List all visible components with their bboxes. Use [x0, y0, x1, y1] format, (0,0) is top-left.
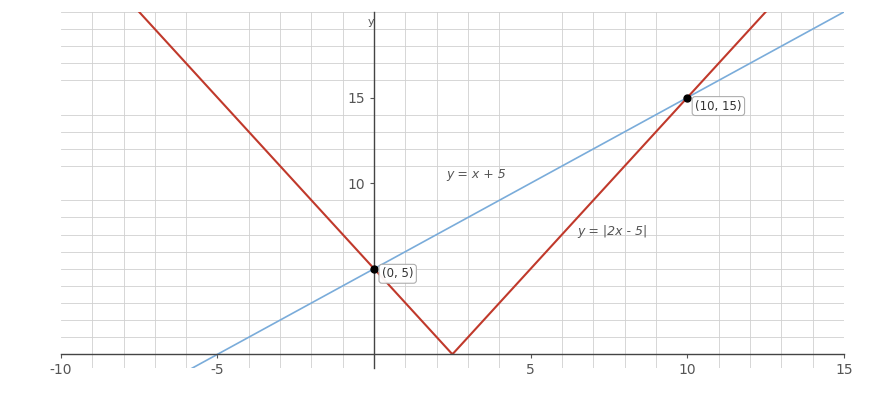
Text: (0, 5): (0, 5): [381, 267, 413, 280]
Text: (10, 15): (10, 15): [694, 100, 740, 112]
Text: y = x + 5: y = x + 5: [446, 168, 505, 181]
Text: y = |2x - 5|: y = |2x - 5|: [577, 224, 647, 238]
Text: y: y: [367, 17, 374, 27]
